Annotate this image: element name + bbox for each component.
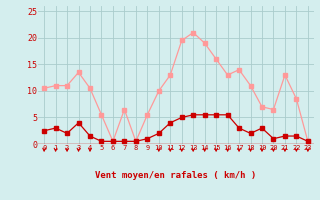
X-axis label: Vent moyen/en rafales ( km/h ): Vent moyen/en rafales ( km/h ) bbox=[95, 171, 257, 180]
